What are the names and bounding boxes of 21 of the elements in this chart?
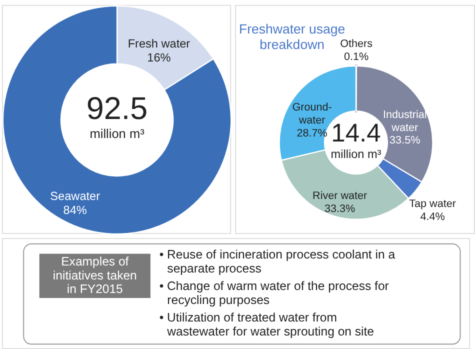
data-label: 84%: [63, 202, 88, 217]
data-label: 4.4%: [420, 211, 446, 224]
text: Examples of initiatives taken in FY2015: [52, 254, 138, 296]
text: 92.5: [86, 90, 148, 126]
text: million m³: [330, 147, 382, 162]
slice-label: Fresh water: [128, 36, 190, 51]
text: • Utilization of treated water from wastewater for water sprouting on site: [159, 310, 374, 338]
data-label: 0.1%: [344, 50, 370, 63]
slice-label: River water: [312, 190, 368, 202]
text: • Reuse of incineration process coolant in a separate process: [159, 248, 396, 276]
slice-label: Tap water: [409, 198, 456, 210]
slice-label: Ground-water: [292, 102, 332, 127]
data-label: 33.3%: [324, 202, 356, 215]
text: 14.4: [331, 119, 381, 148]
slice-label: Industrial water: [382, 109, 427, 134]
text: million m³: [90, 126, 144, 142]
data-label: 33.5%: [390, 134, 421, 147]
data-label: 16%: [147, 50, 172, 64]
slice-label: Seawater: [50, 189, 100, 204]
slice-label: Others: [340, 38, 374, 50]
text: • Change of warm water of the process for recycling purposes: [159, 279, 389, 307]
